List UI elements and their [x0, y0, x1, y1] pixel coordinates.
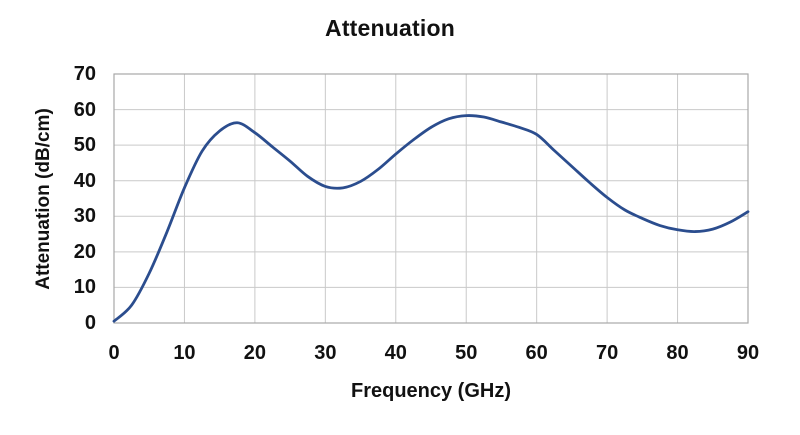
attenuation-curve	[112, 114, 750, 323]
plot-border	[113, 73, 749, 324]
attenuation-curve-group	[112, 114, 750, 323]
x-tick-label: 10	[173, 342, 196, 364]
x-tick-label: 40	[384, 342, 407, 364]
y-tick-label: 20	[73, 240, 96, 263]
x-tick-label: 90	[736, 342, 760, 364]
y-tick-label: 50	[73, 134, 96, 157]
y-tick-label: 30	[73, 205, 96, 228]
x-tick-label: 0	[108, 342, 120, 364]
x-tick-label: 50	[455, 342, 478, 364]
x-tick-label: 60	[525, 342, 548, 364]
x-tick-label: 70	[595, 342, 619, 364]
y-tick-label: 0	[84, 312, 96, 334]
x-tick-label: 80	[666, 342, 689, 364]
y-tick-label: 70	[73, 63, 96, 85]
x-axis-title: Frequency (GHz)	[350, 380, 512, 402]
y-tick-label: 40	[73, 169, 96, 192]
plot-border-group	[113, 73, 749, 324]
gridlines-group	[113, 73, 749, 324]
y-tick-label: 60	[73, 98, 96, 121]
chart-title: Attenuation	[325, 15, 455, 41]
x-tick-label: 20	[243, 342, 266, 364]
y-tick-label: 10	[73, 276, 96, 299]
x-tick-label: 30	[314, 342, 337, 364]
